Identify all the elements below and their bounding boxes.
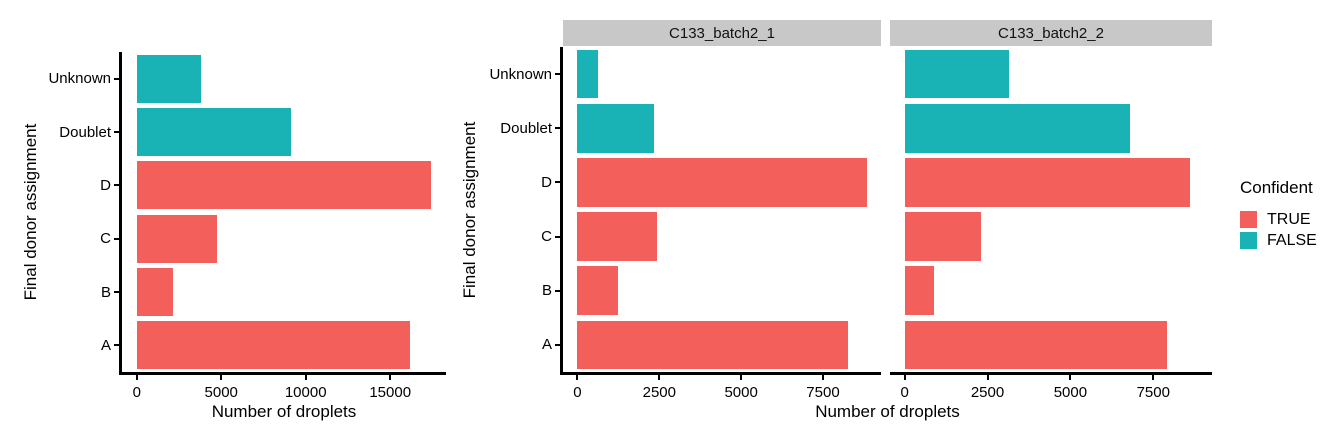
y-tick-label: Unknown: [48, 70, 111, 88]
x-tick: [304, 375, 307, 380]
x-tick-label: 7500: [1136, 384, 1170, 401]
y-axis-line: [119, 52, 122, 375]
x-tick-label: 15000: [369, 384, 412, 401]
y-tick: [555, 127, 560, 130]
x-tick-label: 5000: [204, 384, 238, 401]
y-tick: [114, 344, 119, 347]
bar-Doublet: [577, 103, 655, 153]
legend-label-true: TRUE: [1267, 210, 1311, 228]
y-tick-label: Doublet: [59, 123, 111, 141]
x-tick-label: 7500: [806, 384, 840, 401]
y-tick: [114, 131, 119, 133]
y-tick: [114, 291, 119, 293]
x-axis-line: [560, 372, 881, 375]
y-tick-label: A: [100, 336, 111, 354]
x-tick-label: 5000: [1053, 384, 1088, 401]
y-tick-label: A: [541, 336, 552, 354]
x-tick-label: 0: [132, 384, 141, 401]
legend-item-true: TRUE: [1240, 211, 1317, 228]
x-tick-label: 2500: [970, 384, 1005, 401]
y-tick-label: D: [541, 173, 552, 191]
combined-x-axis-title: Number of droplets: [211, 402, 357, 421]
x-tick: [1152, 375, 1155, 380]
x-tick: [135, 375, 138, 380]
x-tick: [220, 375, 223, 380]
bar-A: [577, 320, 848, 370]
x-tick: [576, 375, 579, 380]
faceted-y-axis-title: Final donor assignment: [460, 121, 479, 299]
bar-Doublet: [136, 108, 292, 156]
bar-Unknown: [904, 49, 1010, 99]
bar-D: [904, 158, 1190, 207]
bar-D: [577, 158, 867, 207]
facet-strip-1-label: C133_batch2_1: [669, 24, 775, 42]
bar-Unknown: [577, 49, 598, 99]
y-tick: [114, 237, 119, 240]
x-tick-label: 2500: [642, 384, 676, 401]
y-tick: [114, 77, 119, 80]
y-tick-label: B: [100, 283, 111, 301]
y-tick-label: C: [541, 228, 552, 246]
x-tick: [658, 375, 661, 380]
y-tick-label: Unknown: [489, 65, 552, 83]
y-tick: [555, 289, 560, 292]
x-tick-label: 0: [573, 384, 582, 401]
y-tick-label: C: [100, 230, 111, 248]
bar-B: [904, 266, 935, 316]
bar-B: [577, 266, 619, 316]
bar-Doublet: [904, 103, 1131, 153]
y-tick: [555, 73, 560, 76]
bar-C: [136, 214, 217, 263]
x-tick: [389, 375, 392, 380]
legend-item-false: FALSE: [1240, 232, 1317, 249]
facet-strip-2-label: C133_batch2_2: [998, 24, 1104, 42]
y-tick: [555, 343, 560, 346]
y-axis-line: [560, 47, 563, 375]
faceted-x-axis-title: Number of droplets: [815, 402, 960, 421]
legend: Confident TRUE FALSE: [1240, 178, 1317, 253]
x-tick: [986, 375, 989, 380]
facet-strip-1: C133_batch2_1: [563, 20, 881, 46]
combined-y-axis-title: Final donor assignment: [21, 123, 40, 301]
x-tick-label: 0: [900, 384, 909, 401]
bar-A: [904, 320, 1167, 370]
bar-D: [136, 161, 432, 210]
x-axis-line: [890, 372, 1212, 375]
y-tick: [555, 181, 560, 184]
x-tick: [1069, 375, 1072, 380]
x-tick: [740, 375, 743, 380]
legend-swatch-true-icon: [1240, 211, 1257, 228]
x-tick: [903, 375, 906, 380]
legend-title: Confident: [1240, 178, 1313, 197]
bar-C: [577, 212, 658, 261]
facet-strip-2: C133_batch2_2: [890, 20, 1212, 46]
y-tick: [555, 235, 560, 238]
y-tick: [114, 184, 119, 187]
x-tick-label: 10000: [284, 384, 327, 401]
x-axis-line: [119, 372, 446, 375]
legend-swatch-false-icon: [1240, 232, 1257, 249]
y-tick-label: Doublet: [500, 119, 552, 137]
y-tick-label: B: [541, 282, 552, 300]
x-tick: [821, 375, 824, 380]
y-tick-label: D: [100, 176, 111, 194]
bar-B: [136, 268, 174, 316]
bar-A: [136, 321, 410, 370]
legend-label-false: FALSE: [1267, 231, 1317, 249]
bar-C: [904, 212, 981, 261]
bar-Unknown: [136, 54, 201, 103]
x-tick-label: 5000: [724, 384, 758, 401]
